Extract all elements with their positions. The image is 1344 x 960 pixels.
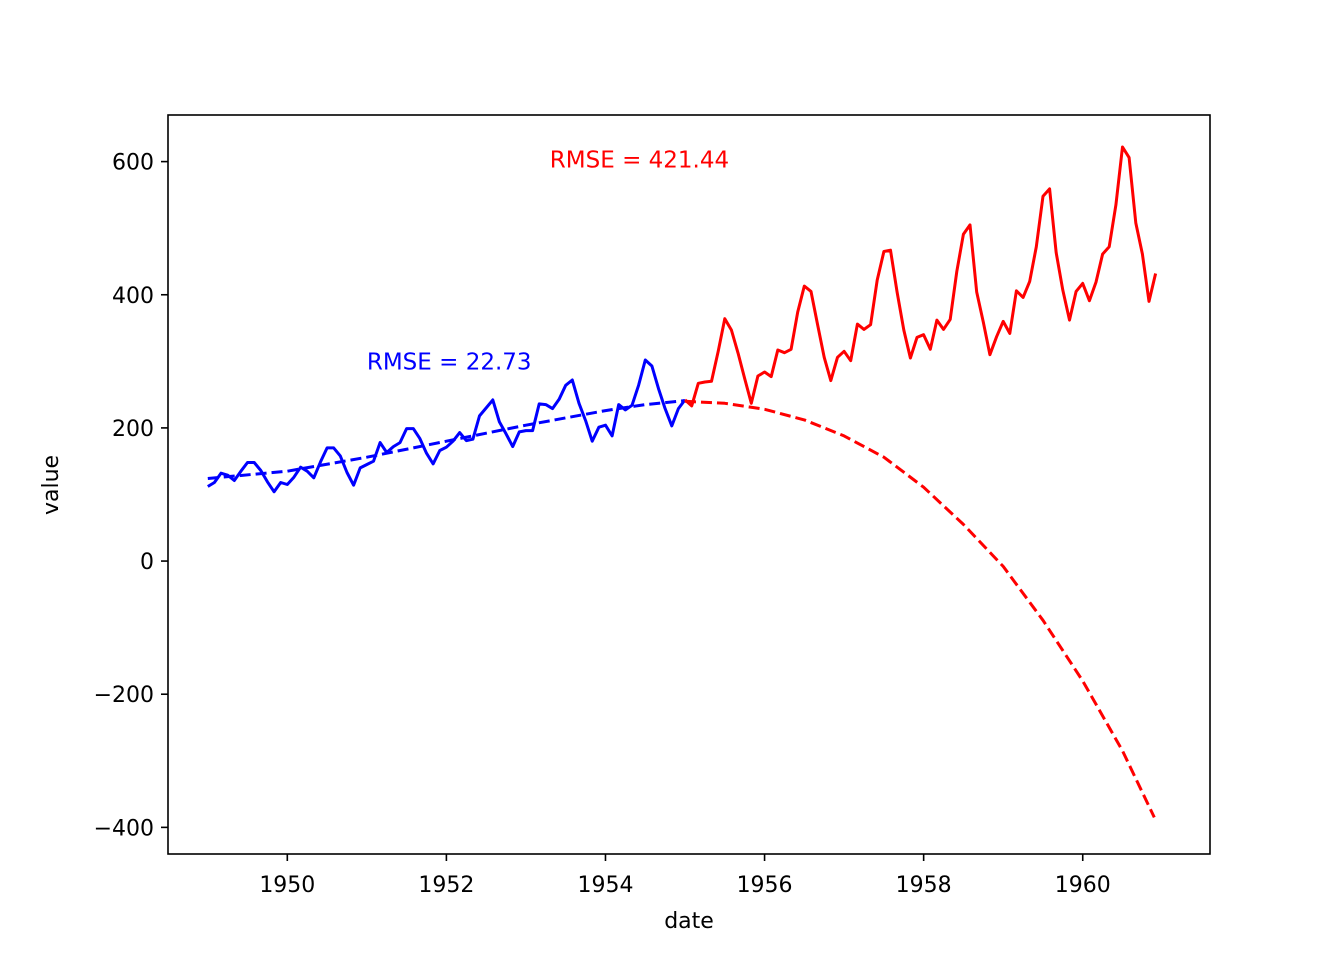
data-line-2 [683,145,1158,408]
y-tick-label: 600 [112,151,154,176]
x-tick-label: 1954 [577,873,633,898]
x-tick-label: 1958 [896,873,952,898]
rmse-annotation: RMSE = 421.44 [550,148,729,174]
x-tick-label: 1950 [259,873,315,898]
fit-line-3 [684,399,1156,819]
y-tick-label: 200 [112,417,154,442]
x-axis: 1950 1952 1954 1956 1958 1960 [259,854,1111,898]
x-tick-label: 1956 [737,873,793,898]
y-axis: −400 −200 0 200 400 600 [94,151,168,841]
rmse-annotation: RMSE = 22.73 [367,349,532,375]
y-tick-label: 0 [140,550,154,575]
annotation-layer: RMSE = 22.73 RMSE = 421.44 [367,148,729,376]
series-layer [207,145,1158,819]
x-axis-label: date [664,909,714,934]
fit-line-1 [207,399,686,480]
x-tick-label: 1952 [418,873,474,898]
y-tick-label: −200 [94,683,154,708]
plot-frame [167,114,1211,855]
y-tick-label: −400 [94,816,154,841]
y-tick-label: 400 [112,284,154,309]
data-line-0 [207,358,687,494]
x-tick-label: 1960 [1055,873,1111,898]
y-axis-label: value [39,455,64,515]
